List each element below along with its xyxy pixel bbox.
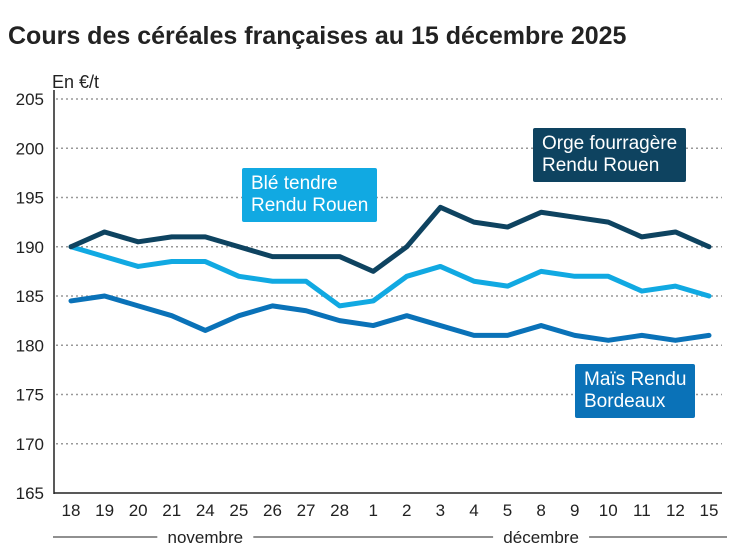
y-tick-label: 180 — [16, 336, 44, 355]
y-tick-label: 165 — [16, 484, 44, 503]
x-tick-label: 18 — [62, 501, 81, 520]
y-tick-label: 190 — [16, 238, 44, 257]
x-tick-label: 21 — [162, 501, 181, 520]
series-line-1 — [68, 244, 712, 309]
x-tick-label: 3 — [436, 501, 445, 520]
month-label: novembre — [168, 528, 244, 547]
x-tick-label: 25 — [229, 501, 248, 520]
month-label: décembre — [503, 528, 579, 547]
x-tick-label: 4 — [469, 501, 478, 520]
x-tick-label: 1 — [368, 501, 377, 520]
legend-orge: Orge fourragère Rendu Rouen — [533, 128, 687, 182]
x-tick-label: 26 — [263, 501, 282, 520]
legend-mais: Maïs Rendu Bordeaux — [575, 364, 696, 418]
x-tick-label: 10 — [599, 501, 618, 520]
x-tick-label: 5 — [503, 501, 512, 520]
y-tick-label: 200 — [16, 139, 44, 158]
y-axis-label: En €/t — [52, 72, 100, 92]
y-tick-label: 175 — [16, 386, 44, 405]
chart-title: Cours des céréales françaises au 15 déce… — [8, 22, 627, 50]
x-tick-label: 15 — [700, 501, 719, 520]
x-tick-label: 9 — [570, 501, 579, 520]
x-tick-label: 24 — [196, 501, 215, 520]
x-tick-label: 8 — [536, 501, 545, 520]
x-tick-label: 28 — [330, 501, 349, 520]
x-tick-label: 11 — [633, 501, 651, 520]
y-tick-label: 205 — [16, 90, 44, 109]
y-tick-label: 170 — [16, 435, 44, 454]
x-tick-label: 20 — [129, 501, 148, 520]
y-tick-label: 195 — [16, 189, 44, 208]
series-line-2 — [68, 293, 712, 343]
x-tick-label: 27 — [297, 501, 316, 520]
series-line-0 — [68, 204, 712, 274]
x-tick-label: 12 — [666, 501, 685, 520]
y-tick-label: 185 — [16, 287, 44, 306]
legend-ble: Blé tendre Rendu Rouen — [242, 168, 378, 222]
x-tick-label: 19 — [95, 501, 114, 520]
x-tick-label: 2 — [402, 501, 411, 520]
